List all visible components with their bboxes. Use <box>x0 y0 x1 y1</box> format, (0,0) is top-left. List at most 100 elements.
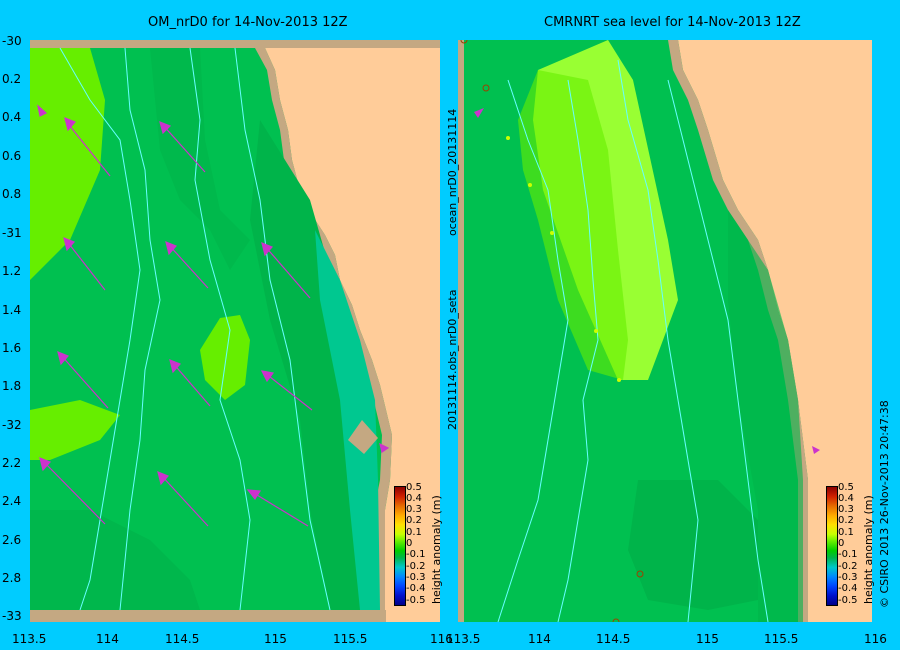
colorbar-tick: 0.5 <box>406 482 422 493</box>
colorbar-tick: -0.5 <box>838 595 858 606</box>
arrow-head <box>165 241 178 256</box>
x-tick-label: 115 <box>696 632 719 646</box>
colorbar-tick: -0.1 <box>406 549 426 560</box>
arrow-head <box>57 351 70 366</box>
current-arrow <box>65 239 106 291</box>
colorbar-tick: 0.4 <box>838 493 854 504</box>
observation-points <box>460 40 644 622</box>
arrow-head <box>261 242 274 257</box>
x-tick-label: 113.5 <box>446 632 481 646</box>
right-map-svg <box>458 40 872 622</box>
right-colorbar-label: height anomaly (m) <box>862 495 875 604</box>
y-tick-label: -32 <box>2 418 22 432</box>
arrow-head <box>812 446 820 454</box>
colorbar-tick: 0.1 <box>406 527 422 538</box>
obs-point <box>482 84 490 92</box>
colorbar-tick: 0.4 <box>406 493 422 504</box>
colorbar-tick: 0.5 <box>838 482 854 493</box>
anomaly-positive-region <box>200 315 250 400</box>
y-tick-label: 2.6 <box>2 533 22 547</box>
colorbar-tick: 0 <box>406 538 413 549</box>
arrow-head <box>39 457 52 472</box>
y-tick-label: 2.2 <box>2 456 22 470</box>
bathymetry-contours <box>59 47 331 611</box>
obs-point <box>594 329 598 333</box>
ocean-area <box>30 48 392 610</box>
anomaly-negative-region <box>150 48 250 270</box>
left-colorbar <box>394 486 406 606</box>
arrow-head <box>474 108 484 118</box>
y-tick-label: 0.6 <box>2 149 22 163</box>
anomaly-negative-region <box>250 120 375 610</box>
colorbar-tick: -0.2 <box>406 561 426 572</box>
bottom-border <box>30 610 386 622</box>
bathymetry-contours <box>497 59 769 622</box>
y-tick-label: 2.8 <box>2 571 22 585</box>
colorbar-tick: 0.3 <box>838 504 854 515</box>
x-tick-label: 114.5 <box>165 632 200 646</box>
x-tick-label: 114.5 <box>596 632 631 646</box>
left-colorbar-label: height anomaly (m) <box>430 495 443 604</box>
anomaly-negative-region <box>728 210 803 622</box>
current-arrow <box>41 459 106 525</box>
copyright-credit: © CSIRO 2013 26-Nov-2013 20:47:38 <box>878 400 891 608</box>
left-map-panel <box>30 40 440 622</box>
anomaly-negative-region <box>315 230 380 610</box>
obs-point <box>460 40 468 44</box>
current-arrow <box>171 361 211 407</box>
y-tick-label: 0.2 <box>2 72 22 86</box>
colorbar-tick: -0.5 <box>406 595 426 606</box>
left-border <box>458 40 464 622</box>
anomaly-negative-region <box>30 510 200 610</box>
obs-file-label: 20131114.obs_nrD0_seta <box>446 289 459 430</box>
colorbar-tick: -0.3 <box>838 572 858 583</box>
right-colorbar <box>826 486 838 606</box>
arrow-head <box>159 120 172 135</box>
colorbar-tick: -0.4 <box>838 583 858 594</box>
arrow-head <box>157 471 170 486</box>
current-arrow <box>167 243 209 289</box>
y-tick-label: 0.8 <box>2 187 22 201</box>
estuary-feature <box>348 420 378 454</box>
arrow-head <box>260 370 275 383</box>
arrow-head <box>63 237 76 252</box>
x-tick-label: 115 <box>264 632 287 646</box>
y-tick-label: 2.4 <box>2 494 22 508</box>
current-arrow <box>161 123 206 173</box>
x-tick-label: 116 <box>430 632 453 646</box>
arrow-head <box>64 117 77 132</box>
current-arrow <box>263 244 311 299</box>
colorbar-tick: -0.1 <box>838 549 858 560</box>
arrow-head <box>37 104 48 117</box>
arrow-head <box>169 359 182 374</box>
current-arrows <box>37 104 390 527</box>
current-arrow <box>251 491 309 527</box>
colorbar-tick: -0.2 <box>838 561 858 572</box>
x-tick-label: 114 <box>528 632 551 646</box>
obs-point <box>506 136 510 140</box>
colorbar-tick: 0.2 <box>838 515 854 526</box>
obs-point <box>550 231 554 235</box>
current-arrow <box>59 353 109 409</box>
y-tick-label: 1.2 <box>2 264 22 278</box>
x-tick-label: 115.5 <box>333 632 368 646</box>
anomaly-positive-region <box>518 70 628 380</box>
colorbar-tick: 0.1 <box>838 527 854 538</box>
x-tick-label: 116 <box>864 632 887 646</box>
y-tick-label: -33 <box>2 609 22 623</box>
left-map-svg <box>30 40 440 622</box>
obs-point <box>636 570 644 578</box>
arrow-head <box>246 489 262 501</box>
x-tick-label: 114 <box>96 632 119 646</box>
x-tick-label: 115.5 <box>764 632 799 646</box>
current-arrow <box>64 119 111 177</box>
obs-point <box>612 618 620 622</box>
left-map-title: OM_nrD0 for 14-Nov-2013 12Z <box>148 15 348 30</box>
x-tick-label: 113.5 <box>12 632 47 646</box>
colorbar-tick: -0.3 <box>406 572 426 583</box>
colorbar-tick: 0 <box>838 538 845 549</box>
colorbar-tick: 0.2 <box>406 515 422 526</box>
right-map-panel <box>458 40 872 622</box>
y-tick-label: -31 <box>2 226 22 240</box>
y-tick-label: 1.4 <box>2 303 22 317</box>
